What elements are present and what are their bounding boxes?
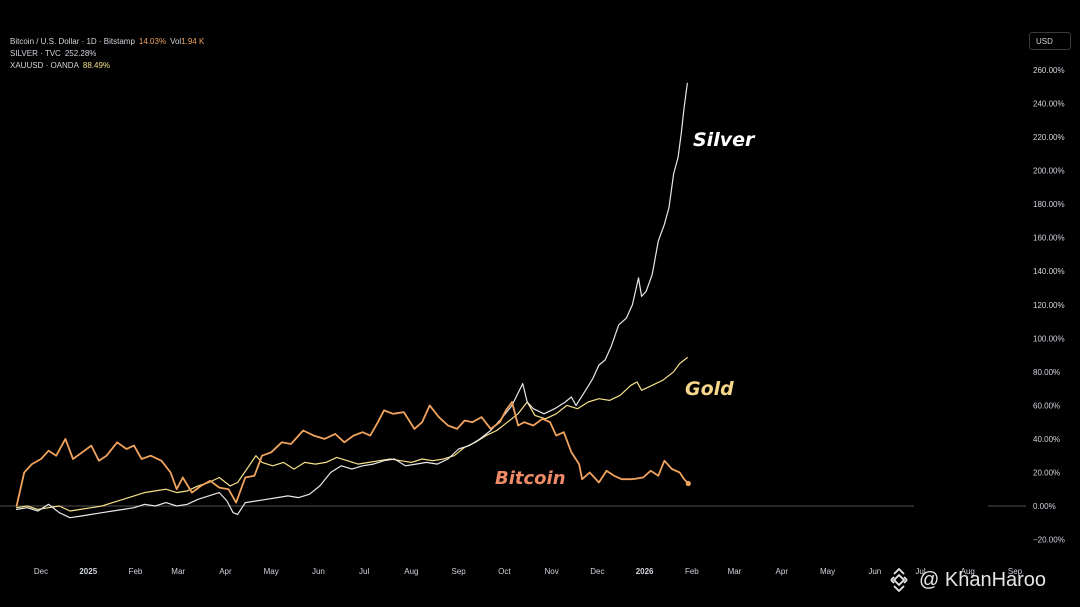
bitcoin-series-line xyxy=(15,401,689,507)
legend-bitcoin-value: 14.03% xyxy=(138,37,167,46)
legend-silver-value: 252.28% xyxy=(64,49,97,58)
x-tick-label: Aug xyxy=(404,567,418,576)
x-tick-label: Jun xyxy=(312,567,325,576)
y-tick-label: 0.00% xyxy=(1033,502,1056,511)
legend-row-silver[interactable]: SILVER · TVC 252.28% xyxy=(10,48,208,60)
bitcoin-series-label: Bitcoin xyxy=(495,468,566,489)
gold-series-line xyxy=(16,357,688,512)
y-tick-label: 60.00% xyxy=(1033,401,1060,410)
x-tick-label: Jul xyxy=(359,567,369,576)
x-tick-label: Jul xyxy=(915,567,925,576)
y-tick-label: 20.00% xyxy=(1033,468,1060,477)
x-tick-label: Apr xyxy=(776,567,789,576)
y-tick-label: −20.00% xyxy=(1033,536,1065,545)
x-tick-label: Apr xyxy=(219,567,232,576)
x-tick-label: Oct xyxy=(498,567,511,576)
x-tick-label: Nov xyxy=(545,567,559,576)
legend-bitcoin-name: Bitcoin / U.S. Dollar · 1D · Bitstamp xyxy=(10,37,135,46)
legend-silver-name: SILVER · TVC xyxy=(10,49,61,58)
y-tick-label: 260.00% xyxy=(1033,66,1065,75)
x-tick-label: Feb xyxy=(129,567,143,576)
watermark: @ KhanHaroo xyxy=(885,566,1046,594)
silver-series-line xyxy=(16,82,688,519)
y-tick-label: 40.00% xyxy=(1033,435,1060,444)
x-tick-label: Mar xyxy=(171,567,185,576)
x-tick-label: 2026 xyxy=(636,567,654,576)
x-tick-label: Dec xyxy=(34,567,48,576)
y-tick-label: 100.00% xyxy=(1033,334,1065,343)
y-tick-label: 200.00% xyxy=(1033,167,1065,176)
y-tick-label: 180.00% xyxy=(1033,200,1065,209)
x-tick-label: May xyxy=(264,567,279,576)
legend-bitcoin-vol-value: 1.94 K xyxy=(181,37,205,46)
y-tick-label: 160.00% xyxy=(1033,234,1065,243)
x-tick-label: Mar xyxy=(728,567,742,576)
gold-series-label: Gold xyxy=(685,378,734,400)
chart-legend: Bitcoin / U.S. Dollar · 1D · Bitstamp 14.… xyxy=(10,36,208,72)
x-tick-label: Aug xyxy=(961,567,975,576)
legend-bitcoin-vol-label: Vol xyxy=(170,37,182,46)
bitcoin-last-point xyxy=(685,480,691,487)
y-tick-label: 80.00% xyxy=(1033,368,1060,377)
watermark-handle: @ KhanHaroo xyxy=(919,568,1047,591)
x-tick-label: Sep xyxy=(452,567,467,576)
x-tick-label: Dec xyxy=(590,567,604,576)
y-tick-label: 140.00% xyxy=(1033,267,1065,276)
legend-gold-value: 88.49% xyxy=(82,61,111,70)
x-tick-label: Sep xyxy=(1008,567,1023,576)
x-tick-label: May xyxy=(820,567,835,576)
y-tick-label: 220.00% xyxy=(1033,133,1065,142)
legend-row-gold[interactable]: XAUUSD · OANDA 88.49% xyxy=(10,60,208,72)
y-tick-label: 240.00% xyxy=(1033,100,1065,109)
silver-series-label: Silver xyxy=(693,129,755,151)
legend-gold-name: XAUUSD · OANDA xyxy=(10,61,79,70)
legend-row-bitcoin[interactable]: Bitcoin / U.S. Dollar · 1D · Bitstamp 14.… xyxy=(10,36,208,48)
x-tick-label: Feb xyxy=(685,567,699,576)
x-tick-label: Jun xyxy=(868,567,881,576)
binance-logo-icon xyxy=(890,567,908,593)
y-tick-label: 120.00% xyxy=(1033,301,1065,310)
x-tick-label: 2025 xyxy=(79,567,97,576)
currency-selector[interactable]: USD xyxy=(1029,32,1071,50)
